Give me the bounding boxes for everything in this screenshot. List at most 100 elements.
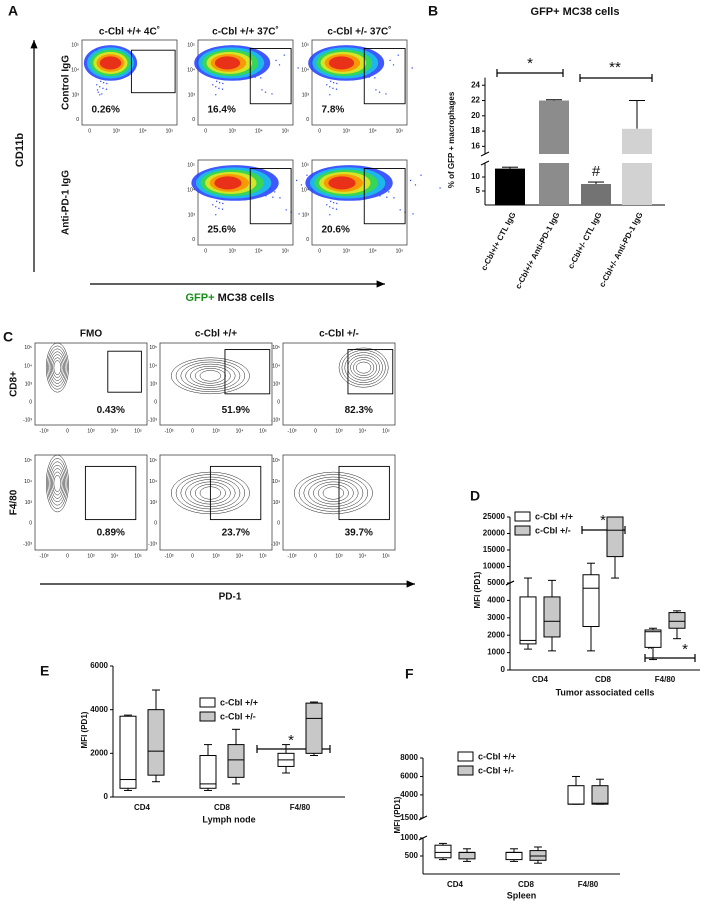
gate-percent: 82.3% xyxy=(345,405,373,416)
contour xyxy=(47,345,68,390)
flow-y-tick: 10³ xyxy=(302,212,310,218)
y-tick-label: 5 xyxy=(476,186,481,195)
contour xyxy=(293,471,373,515)
flow-x-tick: 0 xyxy=(318,128,321,134)
flow-x-tick: 10⁴ xyxy=(359,428,367,434)
contour xyxy=(45,342,69,393)
event-dot xyxy=(221,208,224,210)
y-tick-label: 500 xyxy=(405,851,419,860)
box xyxy=(543,596,561,638)
y-tick-label: 5000 xyxy=(487,578,505,587)
flow-y-tick: 10⁴ xyxy=(272,363,280,369)
event-dot xyxy=(439,187,441,189)
flow-x-tick: 0 xyxy=(66,428,69,434)
event-dot xyxy=(212,204,214,206)
flow-x-tick: 10³ xyxy=(113,128,121,134)
row-header: F4/80 xyxy=(9,489,20,515)
flow-x-tick: 10³ xyxy=(343,248,351,254)
event-dot xyxy=(105,88,108,90)
event-dot xyxy=(283,54,285,56)
event-dot xyxy=(274,191,276,193)
flow-x-tick: 10³ xyxy=(87,553,95,559)
box xyxy=(644,629,662,648)
flow-y-tick: 0 xyxy=(192,237,195,243)
box xyxy=(305,702,323,754)
event-dot xyxy=(336,82,338,85)
flow-y-tick: 0 xyxy=(29,521,32,527)
contour xyxy=(45,454,69,513)
event-dot xyxy=(212,84,214,86)
y-axis-title: % of GFP + macrophages xyxy=(447,91,456,188)
contour xyxy=(298,474,369,512)
axis-title-rest: MC38 cells xyxy=(218,292,275,304)
event-dot xyxy=(102,87,104,90)
box xyxy=(519,596,537,645)
event-dot xyxy=(388,191,390,193)
density-level xyxy=(214,176,242,190)
event-dot xyxy=(329,214,331,216)
event-dot xyxy=(275,59,277,62)
plot-frame xyxy=(159,454,273,551)
contour xyxy=(51,354,64,381)
event-dot xyxy=(215,94,217,96)
gate-percent: 25.6% xyxy=(208,224,236,235)
event-dot xyxy=(374,77,376,79)
flow-y-tick: 10⁵ xyxy=(24,345,32,351)
flow-y-tick: 0 xyxy=(277,521,280,527)
box xyxy=(147,709,165,776)
flow-x-tick: 0 xyxy=(314,428,317,434)
flow-y-tick: 10⁴ xyxy=(272,479,280,485)
x-axis-title: Lymph node xyxy=(202,814,255,824)
x-tick-label: CD8 xyxy=(518,880,535,889)
flow-x-tick: -10³ xyxy=(40,428,49,434)
event-dot xyxy=(326,204,328,206)
row-header: Anti-PD-1 IgG xyxy=(61,170,72,235)
contour xyxy=(194,368,226,384)
event-dot xyxy=(298,213,300,215)
column-header: c-Cbl +/+ 4C˚ xyxy=(99,26,160,38)
legend-label: c-Cbl +/- xyxy=(220,711,256,721)
contour xyxy=(47,458,68,509)
event-dot xyxy=(420,174,422,176)
flow-y-tick: 10⁵ xyxy=(187,42,195,48)
legend-swatch xyxy=(199,711,216,722)
plot-frame xyxy=(34,342,148,426)
flow-y-tick: 0 xyxy=(154,399,157,405)
flow-x-tick: 10⁴ xyxy=(255,128,263,134)
gate-percent: 39.7% xyxy=(345,528,373,539)
event-dot xyxy=(375,89,377,91)
event-dot xyxy=(300,184,303,186)
y-tick-label: 18 xyxy=(471,126,480,135)
event-dot xyxy=(216,80,218,83)
gate-percent: 0.43% xyxy=(97,405,125,416)
flow-x-tick: 10⁵ xyxy=(134,428,142,434)
event-dot xyxy=(332,207,334,210)
flow-y-tick: 10⁵ xyxy=(187,162,195,168)
flow-y-tick: 10⁵ xyxy=(301,42,309,48)
column-header: c-Cbl +/- xyxy=(319,329,359,340)
y-tick-label: 0 xyxy=(501,665,506,674)
gate-percent: 23.7% xyxy=(222,528,250,539)
flow-x-tick: 10⁵ xyxy=(282,128,290,134)
flow-y-tick: -10³ xyxy=(271,542,280,548)
box xyxy=(582,574,600,627)
flow-y-tick: 0 xyxy=(306,117,309,123)
contour xyxy=(52,357,63,378)
gate xyxy=(84,465,137,521)
flow-x-tick: 10⁵ xyxy=(166,128,174,134)
event-dot xyxy=(218,87,220,90)
flow-y-tick: 10³ xyxy=(150,500,158,506)
event-dot xyxy=(329,206,331,208)
flow-x-tick: 10³ xyxy=(343,128,351,134)
event-dot xyxy=(264,91,267,93)
event-dot xyxy=(216,200,218,203)
event-dot xyxy=(218,82,221,84)
flow-y-tick: 10³ xyxy=(188,92,196,98)
axis-title: PD-1 xyxy=(219,592,242,603)
event-dot xyxy=(385,93,387,95)
flow-x-tick: 0 xyxy=(204,248,207,254)
flow-x-tick: 10⁵ xyxy=(382,428,390,434)
flow-x-tick: 10⁵ xyxy=(282,248,290,254)
flow-y-tick: -10³ xyxy=(148,542,157,548)
contour xyxy=(353,359,375,376)
